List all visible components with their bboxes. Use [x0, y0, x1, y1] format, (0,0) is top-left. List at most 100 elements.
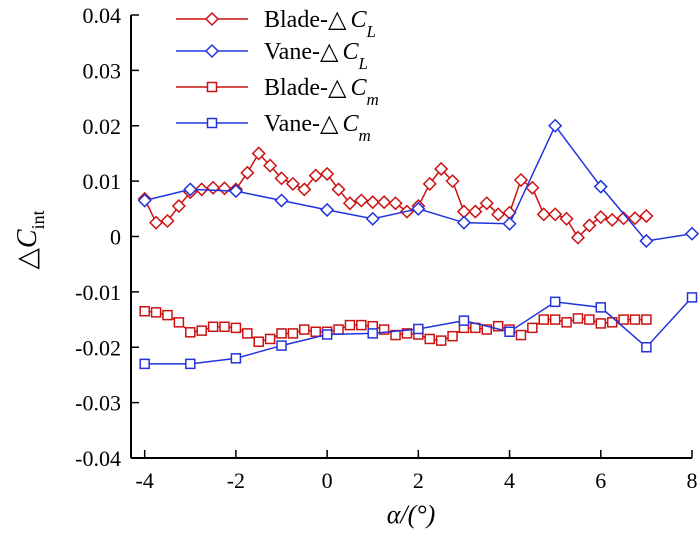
data-point-marker — [502, 216, 517, 231]
series-vane-c-m — [139, 292, 698, 370]
data-point-marker — [456, 215, 472, 230]
data-point-marker — [196, 325, 207, 336]
data-point-marker — [185, 327, 196, 338]
y-axis-title-subscript: int — [28, 210, 48, 229]
data-point-marker — [162, 309, 173, 321]
data-point-marker — [481, 324, 493, 335]
data-point-marker — [331, 182, 346, 197]
x-tick-label: 6 — [595, 468, 606, 493]
x-axis-title: α/(°) — [387, 500, 436, 529]
data-point-marker — [595, 302, 607, 313]
data-point-marker — [570, 230, 586, 245]
legend-label: Vane-△ CL — [264, 39, 368, 73]
legend-label-subscript: m — [358, 126, 370, 145]
data-point-marker — [411, 201, 426, 216]
data-point-marker — [434, 161, 449, 177]
data-point-marker — [356, 319, 367, 331]
data-point-marker — [365, 195, 380, 210]
legend-label-subscript: m — [366, 90, 378, 109]
data-point-marker — [310, 326, 321, 337]
data-point-marker — [458, 315, 470, 326]
data-point-marker — [274, 171, 289, 186]
data-point-marker — [230, 353, 242, 364]
legend-label-subscript: L — [357, 54, 367, 73]
data-point-marker — [150, 307, 162, 318]
data-point-marker — [160, 213, 175, 229]
data-point-marker — [548, 118, 563, 133]
y-tick-label: -0.02 — [75, 335, 121, 360]
legend-label-symbol: C — [342, 39, 359, 65]
data-point-marker — [333, 324, 344, 335]
data-point-marker — [639, 208, 654, 224]
legend-label: Blade-△ CL — [264, 7, 376, 41]
data-point-marker — [561, 317, 572, 328]
data-point-marker — [538, 314, 550, 325]
y-tick-label: -0.04 — [75, 446, 121, 471]
data-point-marker — [401, 328, 413, 339]
y-tick-label: -0.01 — [75, 280, 121, 305]
data-point-marker — [171, 198, 186, 214]
data-point-marker — [684, 226, 700, 241]
data-point-marker — [206, 81, 218, 93]
legend-item: Vane-△ CL — [176, 39, 368, 73]
data-point-marker — [285, 176, 300, 191]
legend-label-symbol: C — [350, 75, 367, 101]
data-point-marker — [276, 328, 287, 339]
data-point-marker — [525, 180, 540, 195]
legend-label-main: Blade-△ — [264, 75, 347, 101]
data-point-marker — [264, 333, 276, 345]
data-point-marker — [641, 342, 652, 353]
data-point-marker — [139, 306, 150, 317]
y-tick-label: -0.03 — [75, 391, 121, 416]
svg-text:△Cint: △Cint — [12, 210, 48, 269]
data-point-marker — [559, 211, 574, 226]
legend-item: Vane-△ Cm — [176, 111, 371, 145]
data-point-marker — [686, 292, 698, 303]
data-point-marker — [207, 321, 219, 333]
y-tick-label: 0.04 — [83, 3, 122, 28]
data-point-marker — [536, 207, 551, 222]
legend-item: Blade-△ CL — [176, 7, 376, 41]
data-point-marker — [219, 321, 230, 333]
y-axis-title-symbol: C — [12, 229, 43, 248]
data-point-marker — [230, 322, 242, 334]
data-point-marker — [251, 146, 266, 161]
data-point-marker — [629, 314, 641, 325]
data-point-marker — [445, 174, 460, 189]
data-point-marker — [572, 313, 584, 324]
data-point-marker — [479, 196, 494, 211]
data-point-marker — [595, 318, 607, 329]
series-layer — [137, 118, 700, 370]
legend-item: Blade-△ Cm — [176, 75, 379, 109]
x-tick-label: 0 — [322, 468, 333, 493]
data-point-marker — [549, 296, 561, 308]
x-ticks: -4 -2 0 2 4 6 8 — [136, 450, 698, 493]
data-point-marker — [206, 180, 221, 195]
data-point-marker — [287, 328, 299, 339]
data-point-marker — [367, 328, 378, 339]
data-point-marker — [365, 211, 380, 226]
data-point-marker — [354, 193, 369, 208]
data-point-marker — [137, 193, 152, 208]
legend-label-symbol: C — [342, 111, 359, 137]
data-point-marker — [388, 196, 403, 211]
x-tick-label: 2 — [413, 468, 424, 493]
data-point-marker — [527, 322, 538, 334]
data-point-marker — [605, 212, 620, 227]
data-point-marker — [274, 193, 289, 208]
data-point-marker — [422, 176, 437, 191]
data-point-marker — [342, 196, 357, 211]
data-point-marker — [616, 211, 631, 226]
data-point-marker — [593, 179, 608, 194]
data-point-marker — [618, 314, 629, 325]
data-point-marker — [584, 314, 595, 325]
data-point-marker — [549, 314, 561, 325]
data-point-marker — [377, 195, 392, 210]
data-point-marker — [204, 43, 220, 59]
data-point-marker — [548, 207, 563, 222]
legend-label-main: Blade-△ — [264, 7, 347, 33]
data-point-marker — [276, 340, 287, 351]
data-point-marker — [217, 181, 232, 196]
data-point-marker — [515, 329, 527, 341]
